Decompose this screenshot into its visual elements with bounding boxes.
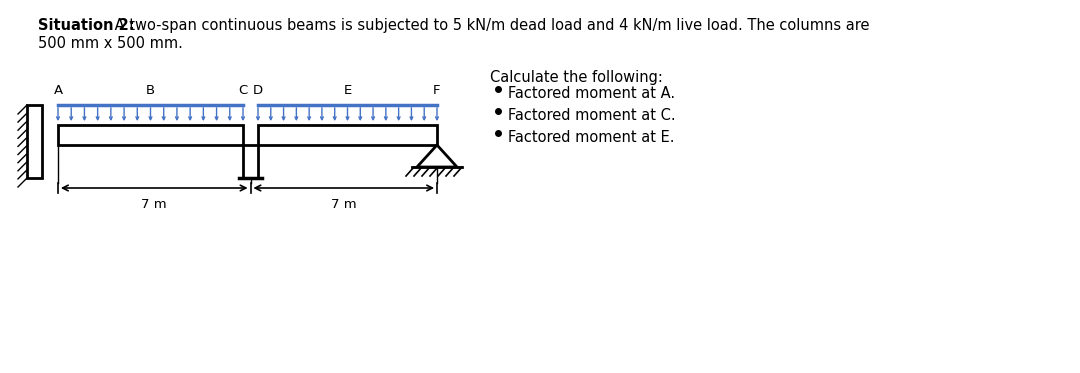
Text: Factored moment at E.: Factored moment at E. (508, 130, 675, 145)
Text: D: D (253, 84, 264, 97)
Text: Factored moment at C.: Factored moment at C. (508, 108, 676, 123)
Text: Factored moment at A.: Factored moment at A. (508, 86, 675, 101)
Text: 7 m: 7 m (141, 198, 167, 211)
Bar (258, 125, 437, 145)
Text: 500 mm x 500 mm.: 500 mm x 500 mm. (38, 36, 183, 51)
Polygon shape (417, 145, 457, 167)
Text: B: B (146, 84, 156, 97)
Bar (58, 125, 243, 145)
Text: Situation 2:: Situation 2: (38, 18, 135, 33)
Text: 7 m: 7 m (330, 198, 356, 211)
Text: Calculate the following:: Calculate the following: (490, 70, 663, 85)
Text: A: A (53, 84, 63, 97)
Text: E: E (343, 84, 352, 97)
Text: A two-span continuous beams is subjected to 5 kN/m dead load and 4 kN/m live loa: A two-span continuous beams is subjected… (110, 18, 869, 33)
Text: C: C (239, 84, 247, 97)
Text: F: F (433, 84, 441, 97)
Bar (243, 145, 258, 178)
Bar (27, 105, 42, 178)
